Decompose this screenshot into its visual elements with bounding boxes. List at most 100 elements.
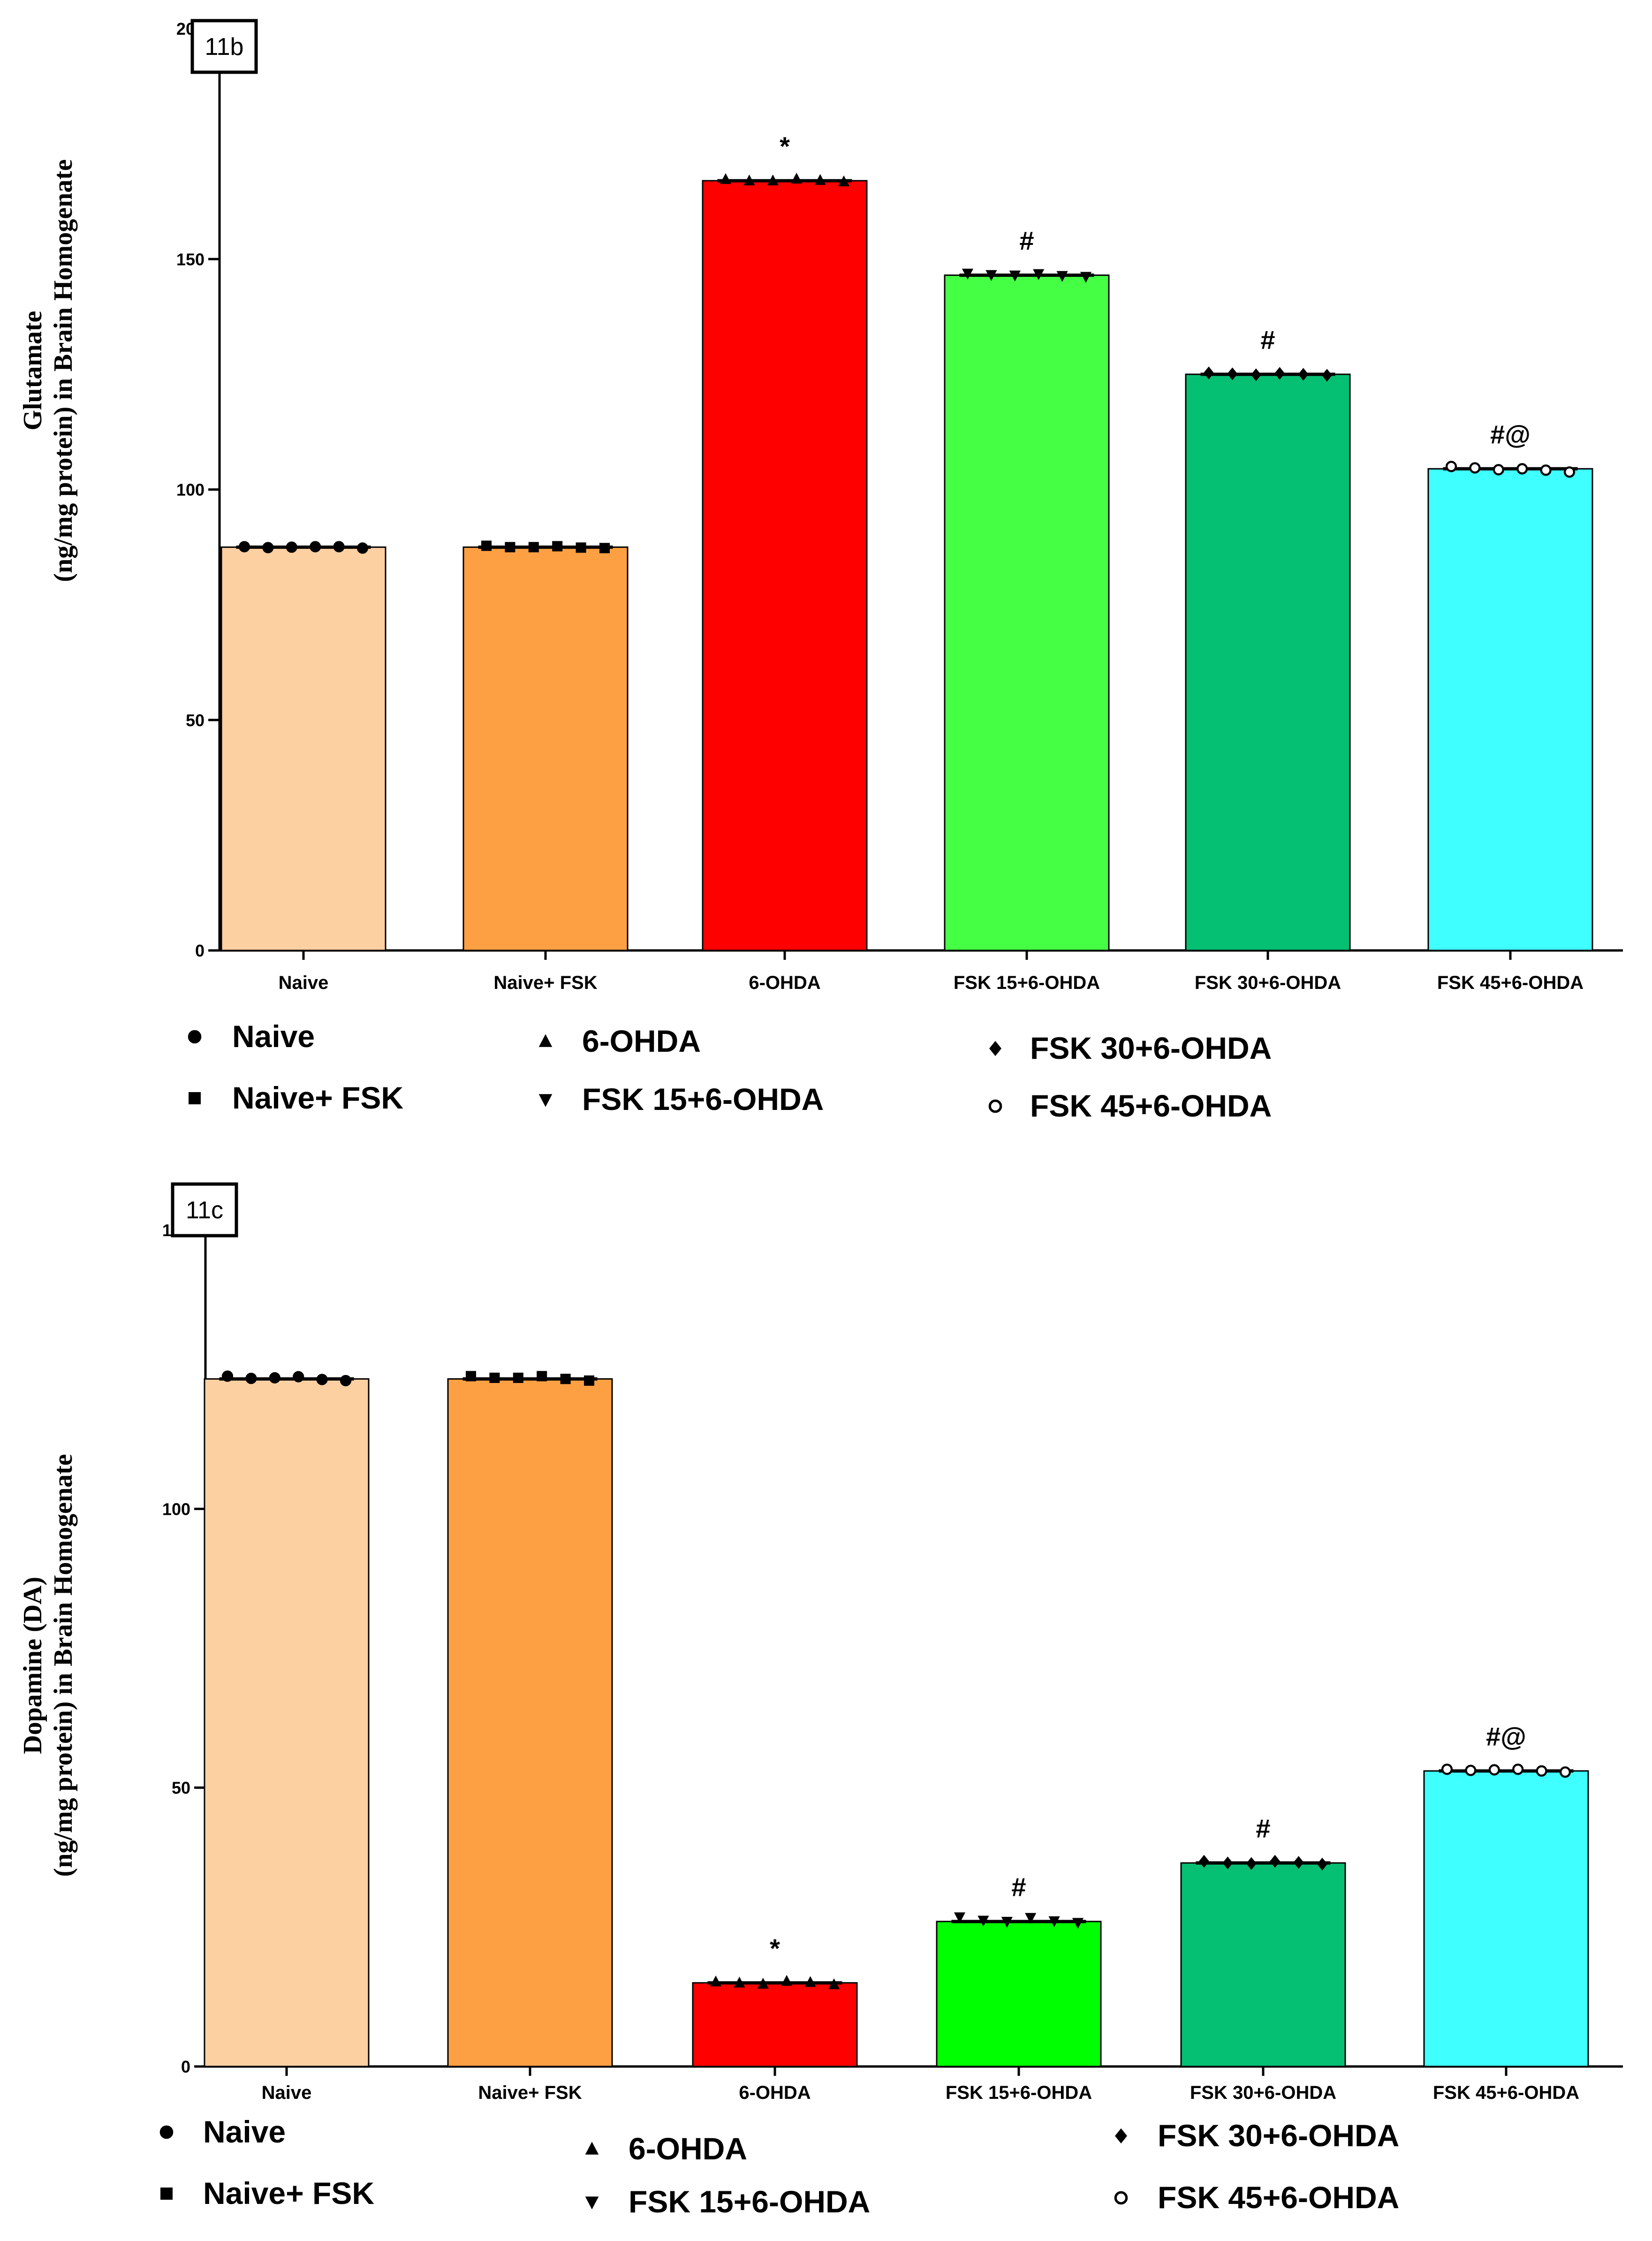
category-label: 6-OHDA [739, 2082, 811, 2103]
data-point [804, 1976, 816, 1987]
data-point [767, 175, 779, 186]
data-point [1072, 1918, 1084, 1929]
data-point [1001, 1917, 1013, 1928]
panel-label-box [190, 19, 258, 74]
data-point [1536, 1765, 1547, 1777]
data-point [576, 542, 586, 553]
data-point [1080, 272, 1092, 283]
y-tick-label: 100 [162, 1499, 190, 1519]
bar-2 [462, 546, 629, 951]
legend-marker [1115, 2128, 1127, 2144]
data-point [528, 542, 539, 553]
data-point [1563, 466, 1576, 478]
data-point [489, 1372, 500, 1383]
data-point [1274, 367, 1285, 380]
data-point [791, 173, 803, 184]
data-point [310, 541, 321, 553]
data-point [1293, 1856, 1304, 1869]
bar-4 [936, 1921, 1102, 2067]
category-label: FSK 45+6-OHDA [1437, 972, 1584, 993]
category-label: Naive+ FSK [478, 2082, 582, 2103]
category-label: Naive [262, 2082, 312, 2103]
data-point [1009, 270, 1021, 281]
bar-3 [692, 1982, 858, 2067]
data-point [757, 1977, 769, 1989]
panel-label: 11c [186, 1197, 223, 1224]
bar-5 [1180, 1862, 1346, 2067]
data-point [985, 270, 997, 281]
legend-marker [585, 2196, 599, 2210]
legend-marker [159, 2125, 174, 2139]
data-point [734, 1976, 745, 1988]
data-point [1199, 1854, 1209, 1868]
y-tick-label: 0 [181, 2057, 190, 2076]
data-point [720, 173, 732, 184]
category-label: FSK 45+6-OHDA [1433, 2082, 1579, 2103]
data-point [1469, 462, 1481, 474]
legend-label: FSK 45+6-OHDA [1030, 1088, 1272, 1123]
y-axis-label: Dopamine (DA) [18, 1577, 47, 1754]
data-point [978, 1915, 989, 1927]
data-point [221, 1370, 234, 1382]
data-point [1512, 1763, 1524, 1775]
y-axis-label: (ng/mg protein) in Brain Homogenate [49, 1454, 78, 1876]
legend-label: 6-OHDA [629, 2131, 747, 2166]
panel-label-box [171, 1182, 238, 1238]
data-point [1250, 368, 1261, 381]
legend-marker [160, 2188, 173, 2200]
significance-label: * [770, 1934, 780, 1963]
data-point [1322, 369, 1332, 382]
data-point [828, 1978, 840, 1990]
data-point [710, 1975, 722, 1987]
category-label: Naive+ FSK [493, 972, 597, 993]
category-label: 6-OHDA [749, 972, 820, 993]
data-point [238, 541, 250, 553]
legend-marker [189, 1092, 201, 1104]
data-point [356, 542, 369, 554]
data-point [1559, 1766, 1571, 1778]
data-point [814, 174, 826, 185]
data-point [1441, 1763, 1453, 1775]
significance-label: # [1260, 325, 1275, 355]
bar-4 [944, 274, 1110, 951]
legend-label: Naive+ FSK [203, 2176, 374, 2211]
y-axis-label: Glutamate [18, 311, 47, 430]
legend-marker [538, 1034, 553, 1047]
legend-label: Naive [232, 1019, 315, 1054]
data-point [1033, 269, 1045, 280]
data-point [293, 1371, 304, 1383]
significance-label: # [1011, 1872, 1026, 1902]
data-point [962, 268, 974, 280]
data-point [743, 175, 755, 186]
data-point [599, 543, 610, 554]
significance-label: #@ [1486, 1722, 1526, 1751]
data-point [481, 540, 492, 551]
data-point [1445, 461, 1457, 472]
legend-marker [1114, 2191, 1128, 2205]
data-point [269, 1372, 280, 1384]
category-label: Naive [279, 972, 329, 993]
data-point [1204, 366, 1214, 380]
data-point [1516, 463, 1528, 475]
data-point [954, 1912, 966, 1923]
data-point [1048, 1916, 1060, 1927]
data-point [340, 1375, 352, 1387]
bar-6 [1427, 468, 1593, 951]
data-point [552, 541, 563, 552]
data-point [1025, 1913, 1037, 1924]
legend-label: Naive+ FSK [232, 1080, 403, 1115]
category-label: FSK 15+6-OHDA [954, 972, 1100, 993]
data-point [1493, 464, 1504, 476]
bar-3 [702, 180, 868, 951]
data-point [838, 175, 850, 187]
significance-label: * [780, 131, 790, 161]
data-point [560, 1374, 571, 1384]
legend-label: FSK 45+6-OHDA [1158, 2180, 1399, 2215]
data-point [781, 1975, 793, 1986]
data-point [262, 542, 274, 554]
data-point [466, 1371, 476, 1382]
legend-label: FSK 15+6-OHDA [629, 2184, 870, 2219]
data-point [333, 541, 345, 553]
